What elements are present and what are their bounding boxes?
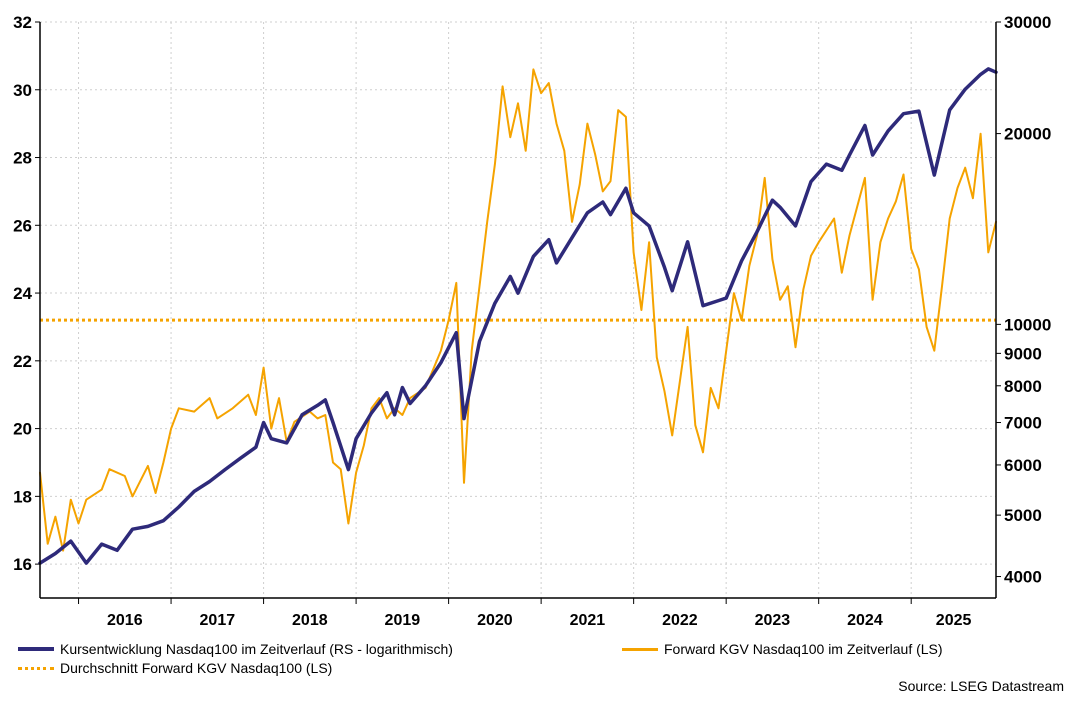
legend-label-index: Kursentwicklung Nasdaq100 im Zeitverlauf…: [60, 641, 453, 657]
legend-swatch-pe: [622, 647, 658, 651]
tick-label-left: 16: [13, 555, 32, 574]
tick-label-left: 24: [13, 284, 32, 303]
tick-label-x: 2023: [755, 612, 791, 629]
legend-item-index: Kursentwicklung Nasdaq100 im Zeitverlauf…: [18, 641, 453, 657]
legend-swatch-avg: [18, 666, 54, 670]
tick-label-right: 4000: [1004, 568, 1042, 587]
tick-label-x: 2020: [477, 612, 513, 629]
series-layer: [38, 67, 998, 565]
grid: [40, 21, 996, 598]
tick-label-right: 6000: [1004, 456, 1042, 475]
tick-label-left: 22: [13, 352, 32, 371]
tick-label-right: 9000: [1004, 344, 1042, 363]
tick-label-right: 10000: [1004, 315, 1051, 334]
tick-label-right: 30000: [1004, 13, 1051, 32]
tick-label-right: 8000: [1004, 377, 1042, 396]
tick-label-left: 30: [13, 81, 32, 100]
tick-label-x: 2022: [662, 612, 698, 629]
series-line-forward-pe: [39, 68, 997, 552]
tick-labels: 1618202224262830324000500060007000800090…: [13, 13, 1051, 629]
legend-label-pe: Forward KGV Nasdaq100 im Zeitverlauf (LS…: [664, 641, 943, 657]
legend-swatch-index: [18, 647, 54, 651]
tick-label-x: 2016: [107, 612, 143, 629]
tick-label-x: 2017: [200, 612, 236, 629]
tick-label-right: 5000: [1004, 506, 1042, 525]
legend-label-avg: Durchschnitt Forward KGV Nasdaq100 (LS): [60, 660, 333, 676]
legend-item-pe: Forward KGV Nasdaq100 im Zeitverlauf (LS…: [622, 641, 943, 657]
tick-label-x: 2021: [570, 612, 606, 629]
legend-item-avg: Durchschnitt Forward KGV Nasdaq100 (LS): [18, 660, 332, 676]
tick-label-x: 2024: [847, 612, 883, 629]
tick-label-left: 20: [13, 420, 32, 439]
tick-label-left: 18: [13, 487, 32, 506]
tick-label-x: 2019: [385, 612, 421, 629]
source-note: Source: LSEG Datastream: [898, 678, 1064, 694]
tick-label-right: 20000: [1004, 125, 1051, 144]
tick-label-x: 2018: [292, 612, 328, 629]
tick-label-left: 28: [13, 149, 32, 168]
tick-label-right: 7000: [1004, 414, 1042, 433]
tick-label-left: 32: [13, 13, 32, 32]
axes: [35, 21, 1001, 604]
series-line-index: [38, 67, 998, 565]
tick-label-x: 2025: [936, 612, 972, 629]
tick-label-left: 26: [13, 216, 32, 235]
